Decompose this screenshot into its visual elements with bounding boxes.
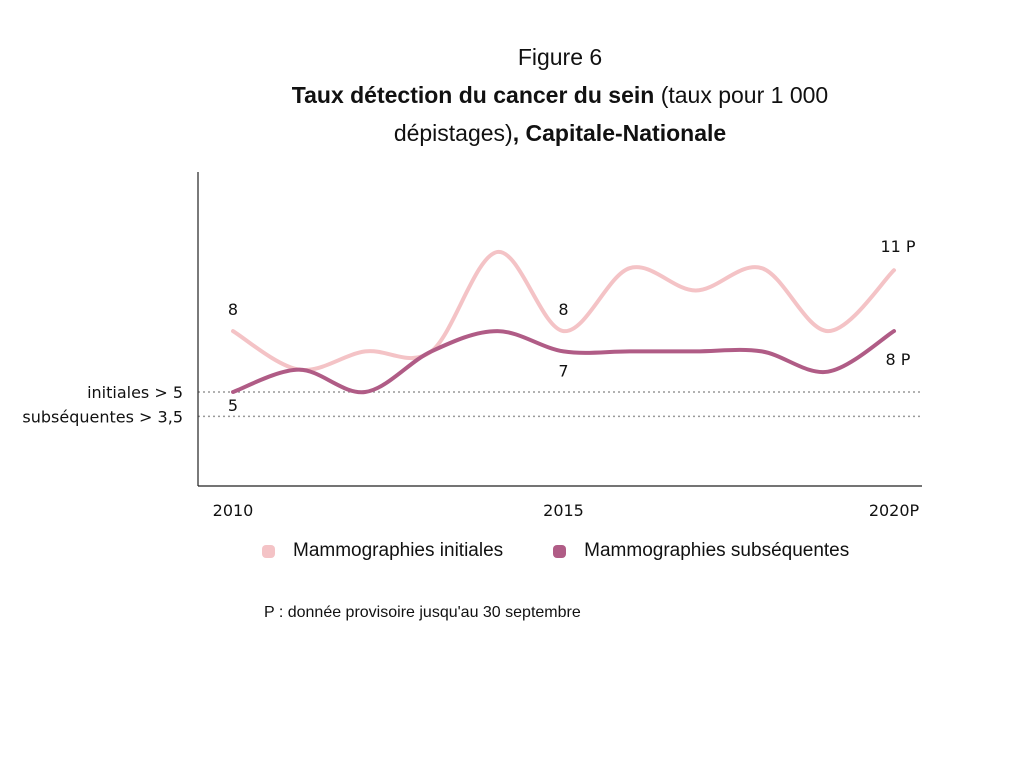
data-label-initiales-2010: 8 (228, 300, 238, 319)
x-tick-label-2020P: 2020P (869, 501, 920, 520)
footnote: P : donnée provisoire jusqu'au 30 septem… (264, 604, 581, 621)
legend-label-initiales: Mammographies initiales (293, 540, 504, 561)
chart-title-block: Figure 6 Taux détection du cancer du sei… (230, 38, 890, 152)
data-label-initiales-2020P: 11 P (880, 237, 915, 256)
data-labels-group: 8 8 11 P 5 7 8 P (228, 237, 916, 415)
legend-label-subsequentes: Mammographies subséquentes (584, 540, 850, 561)
reference-label-0: initiales > 5 (87, 383, 183, 402)
legend-swatch-initiales (262, 544, 275, 558)
series-group (231, 249, 896, 395)
series-line-initiales (231, 249, 896, 373)
x-tick-labels-group: 2010 2015 2020P (213, 501, 920, 520)
legend-item-subsequentes: Mammographies subséquentes (553, 540, 849, 562)
data-label-subsequentes-2010: 5 (228, 396, 238, 415)
data-label-subsequentes-2015: 7 (558, 361, 568, 380)
legend-item-initiales: Mammographies initiales (262, 540, 503, 562)
reference-label-1: subséquentes > 3,5 (22, 407, 183, 426)
data-label-subsequentes-2020P: 8 P (886, 350, 911, 369)
series-line-subsequentes (231, 329, 896, 395)
chart-title-unit: (taux pour 1 000 dépistages) (393, 82, 829, 146)
chart-title: Taux détection du cancer du sein (taux p… (230, 76, 890, 152)
figure-label: Figure 6 (517, 44, 603, 70)
x-tick-label-2015: 2015 (543, 501, 584, 520)
reference-lines-group: initiales > 5 subséquentes > 3,5 (22, 383, 922, 426)
chart-title-region: , Capitale-Nationale (512, 120, 727, 146)
data-label-initiales-2015: 8 (558, 300, 568, 319)
legend-swatch-subsequentes (553, 544, 567, 558)
x-tick-label-2010: 2010 (213, 501, 254, 520)
chart-title-main: Taux détection du cancer du sein (291, 82, 655, 108)
axes-group (197, 172, 922, 487)
legend: Mammographies initiales Mammographies su… (262, 540, 849, 562)
